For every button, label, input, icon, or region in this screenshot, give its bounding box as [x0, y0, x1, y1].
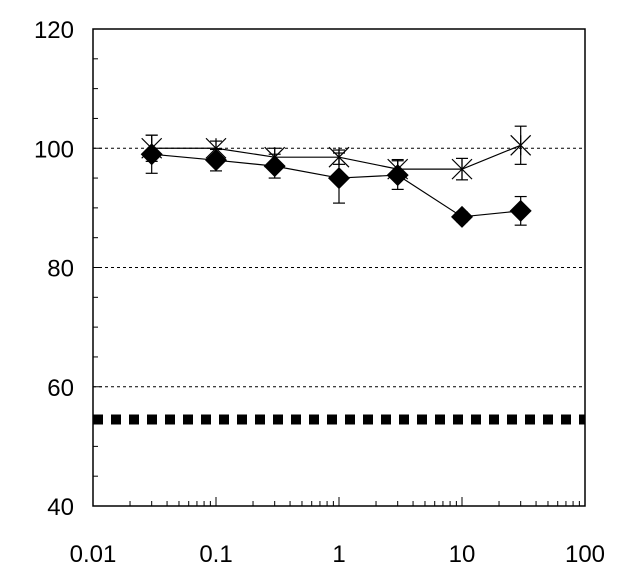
x-tick-label: 10 — [449, 541, 476, 568]
x-tick-label: 100 — [565, 541, 605, 568]
x-tick-label: 1 — [332, 541, 345, 568]
y-tick-label: 80 — [47, 256, 74, 283]
y-tick-label: 60 — [47, 375, 74, 402]
x-tick-labels: 0.01 0.1 1 10 100 — [70, 541, 605, 568]
y-tick-label: 120 — [34, 17, 74, 44]
y-tick-label: 40 — [47, 494, 74, 521]
x-tick-label: 0.1 — [199, 541, 232, 568]
y-tick-labels: 40 60 80 100 120 — [34, 17, 74, 521]
y-tick-label: 100 — [34, 136, 74, 163]
x-tick-label: 0.01 — [70, 541, 117, 568]
